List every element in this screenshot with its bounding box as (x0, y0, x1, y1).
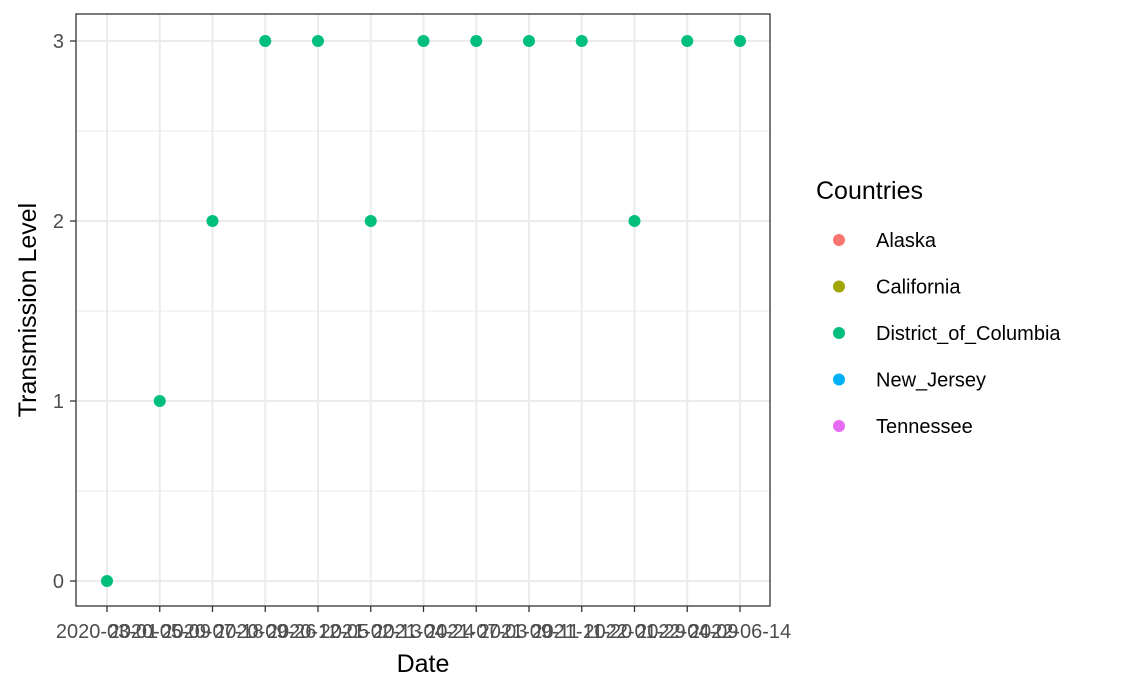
data-point (153, 395, 166, 407)
y-tick-label: 3 (53, 31, 64, 53)
y-tick-label: 2 (53, 211, 64, 233)
data-point (681, 35, 694, 47)
legend-key (833, 280, 845, 293)
x-tick-label: 2021-11-20 (531, 621, 632, 643)
x-tick-label: 2021-07-03 (425, 621, 527, 643)
legend-key (833, 373, 845, 386)
data-point (101, 575, 113, 587)
y-tick-label: 0 (53, 571, 64, 593)
legend-key (833, 234, 845, 246)
legend-key (833, 327, 845, 339)
x-tick-label: 2020-03-01 (56, 621, 158, 643)
legend: Countries Alaska California District_of_Co… (816, 177, 1061, 438)
legend-key (833, 420, 845, 432)
x-axis-ticks: 2020-03-012020-05-092020-07-182020-09-26… (56, 606, 791, 643)
y-axis-ticks: 0 1 2 3 (53, 31, 76, 593)
y-tick-label: 1 (53, 391, 64, 413)
legend-label: New_Jersey (876, 370, 986, 392)
data-point (364, 215, 377, 227)
x-tick-label: 2020-09-26 (214, 621, 316, 643)
y-axis-title: Transmission Level (14, 203, 42, 417)
data-points (101, 35, 746, 587)
x-tick-label: 2020-07-18 (161, 621, 263, 643)
x-tick-label: 2021-09-11 (479, 621, 580, 643)
legend-label: California (876, 277, 961, 299)
x-axis-title: Date (397, 650, 450, 678)
legend-label: District_of_Columbia (876, 323, 1061, 345)
legend-label: Alaska (876, 230, 937, 252)
data-point (734, 35, 746, 47)
x-tick-label: 2020-12-05 (267, 621, 369, 643)
legend-label: Tennessee (876, 416, 973, 438)
data-point (470, 35, 483, 47)
data-point (206, 215, 219, 227)
x-tick-label: 2022-01-29 (583, 621, 685, 643)
data-point (417, 35, 430, 47)
x-tick-label: 2022-04-09 (636, 621, 738, 643)
x-tick-label: 2020-05-09 (109, 621, 211, 643)
major-gridlines (76, 14, 770, 606)
data-point (575, 35, 588, 47)
data-point (259, 35, 272, 47)
data-point (312, 35, 324, 47)
x-tick-label: 2021-02-13 (320, 621, 422, 643)
data-point (523, 35, 535, 47)
x-tick-label: 2022-06-14 (689, 621, 791, 643)
legend-title: Countries (816, 177, 923, 205)
data-point (628, 215, 641, 227)
x-tick-label: 2021-04-24 (372, 621, 474, 643)
